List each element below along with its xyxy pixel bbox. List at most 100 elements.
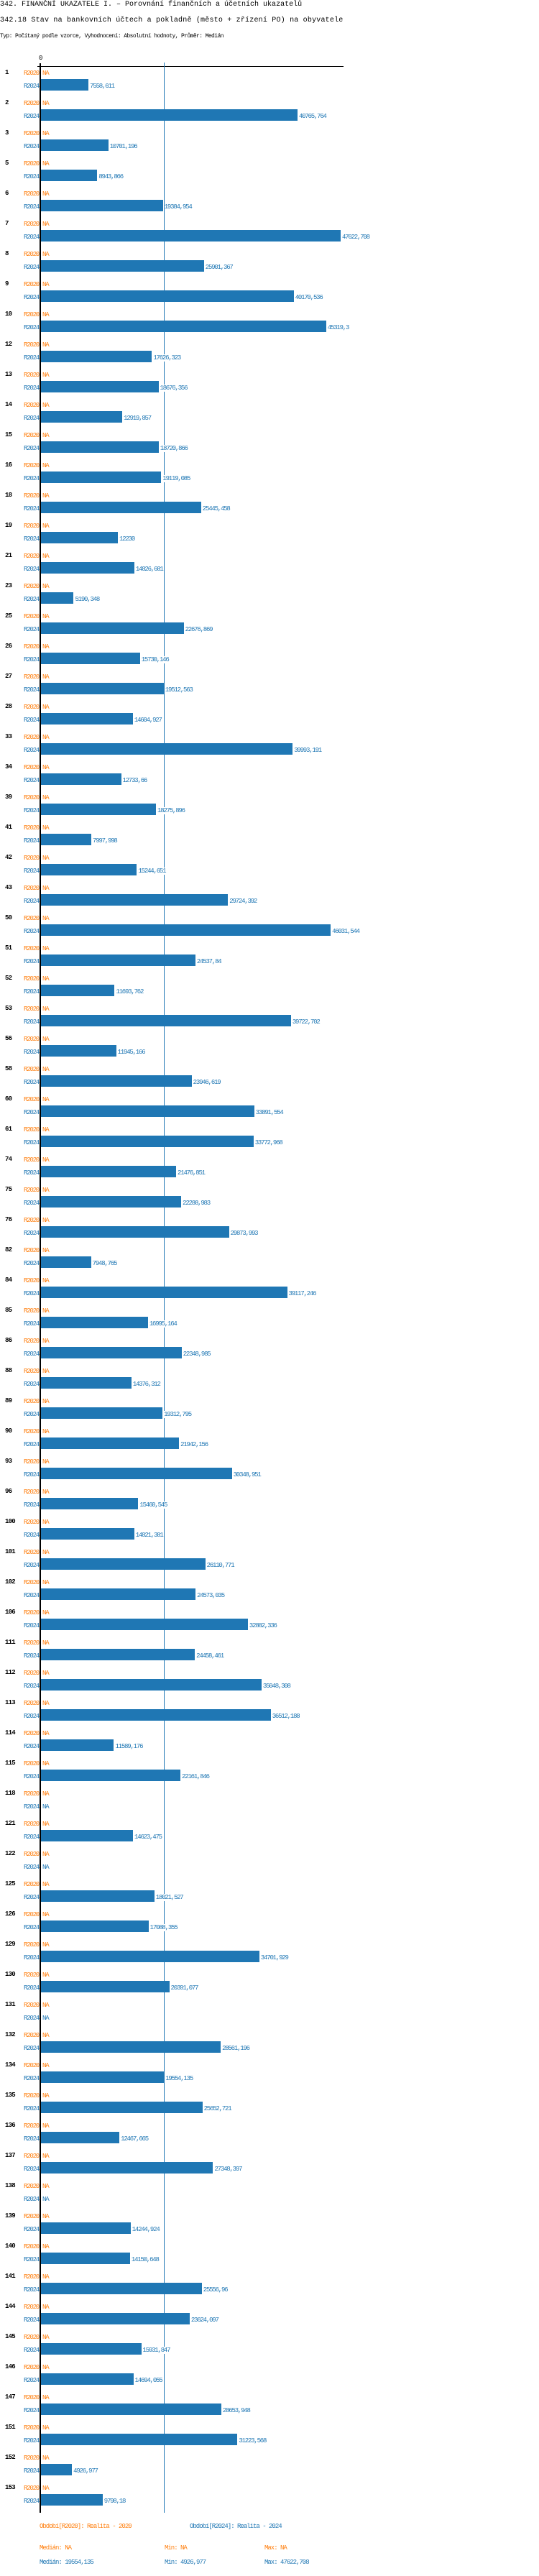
series-label-r2024: R2024 (24, 1049, 40, 1056)
value-label-r2020: NA (42, 1609, 50, 1616)
bar-r2024 (41, 1920, 149, 1932)
bar-r2024 (41, 1830, 134, 1841)
category-label: 13 (5, 371, 12, 378)
category-label: 82 (5, 1246, 12, 1254)
value-label-r2020: NA (42, 1881, 50, 1888)
series-label-r2024: R2024 (24, 2166, 40, 2173)
bar-r2024 (41, 1287, 287, 1298)
value-label-r2020: NA (42, 1851, 50, 1858)
series-label-r2024: R2024 (24, 2377, 40, 2384)
category-label: 144 (5, 2303, 16, 2310)
series-label-r2020: R2020 (24, 2455, 40, 2462)
series-label-r2024: R2024 (24, 898, 40, 905)
value-label-r2024: 28653,948 (222, 2407, 251, 2414)
category-label: 139 (5, 2212, 16, 2220)
series-label-r2024: R2024 (24, 1351, 40, 1358)
series-label-r2020: R2020 (24, 1036, 40, 1043)
value-label-r2024: 40765,764 (298, 113, 327, 120)
bar-r2024 (41, 1317, 148, 1328)
category-label: 96 (5, 1488, 12, 1495)
bar-r2024 (41, 2071, 165, 2083)
category-label: 10 (5, 310, 12, 318)
value-label-r2020: NA (42, 1036, 50, 1043)
bar-r2024 (41, 2343, 142, 2355)
series-label-r2024: R2024 (24, 1743, 40, 1750)
value-label-r2024: 25652,721 (203, 2105, 232, 2112)
bar-r2024 (41, 79, 89, 91)
value-label-r2020: NA (42, 1941, 50, 1949)
bar-r2024 (41, 1136, 254, 1147)
series-label-r2024: R2024 (24, 1230, 40, 1237)
category-label: 86 (5, 1337, 12, 1344)
series-label-r2020: R2020 (24, 1851, 40, 1858)
category-label: 9 (5, 280, 9, 288)
value-label-r2024: 29724,392 (229, 898, 257, 905)
series-label-r2020: R2020 (24, 2002, 40, 2009)
value-label-r2020: NA (42, 1187, 50, 1194)
series-label-r2020: R2020 (24, 1790, 40, 1798)
value-label-r2024: 40170,536 (295, 294, 323, 301)
bar-r2024 (41, 1407, 163, 1419)
category-label: 153 (5, 2484, 16, 2491)
category-label: 111 (5, 1639, 16, 1646)
value-label-r2020: NA (42, 402, 50, 409)
chart-title: 342. FINANČNÍ UKAZATELE I. – Porovnání f… (0, 1, 303, 9)
series-label-r2020: R2020 (24, 2032, 40, 2039)
series-label-r2024: R2024 (24, 1954, 40, 1961)
bar-r2024 (41, 1166, 177, 1177)
series-label-r2020: R2020 (24, 794, 40, 801)
value-label-r2024: 25556,96 (203, 2286, 229, 2294)
value-label-r2020: NA (42, 824, 50, 832)
series-label-r2020: R2020 (24, 1428, 40, 1435)
value-label-r2020: NA (42, 2153, 50, 2160)
series-label-r2024: R2024 (24, 1532, 40, 1539)
value-label-r2020: NA (42, 1247, 50, 1254)
series-label-r2024: R2024 (24, 1924, 40, 1931)
legend-r2024: Období[R2024]: Realita - 2024 (190, 2523, 282, 2530)
value-label-r2024: 34701,929 (260, 1954, 289, 1961)
category-label: 6 (5, 190, 9, 197)
bar-r2024 (41, 2434, 238, 2445)
category-label: 7 (5, 220, 9, 227)
series-label-r2024: R2024 (24, 686, 40, 694)
value-label-r2024: 8943,866 (98, 173, 124, 180)
value-label-r2024: 19312,795 (164, 1411, 192, 1418)
series-label-r2024: R2024 (24, 505, 40, 512)
series-label-r2024: R2024 (24, 1683, 40, 1690)
category-label: 146 (5, 2363, 16, 2370)
value-label-r2020: NA (42, 70, 50, 77)
value-label-r2020: NA (42, 583, 50, 590)
series-label-r2024: R2024 (24, 2256, 40, 2263)
value-label-r2020: NA (42, 1639, 50, 1647)
category-label: 90 (5, 1427, 12, 1435)
series-label-r2020: R2020 (24, 1549, 40, 1556)
category-label: 113 (5, 1699, 16, 1706)
series-label-r2020: R2020 (24, 2183, 40, 2190)
series-label-r2024: R2024 (24, 2467, 40, 2475)
stat-r2024-min: Min: 4926,977 (165, 2559, 206, 2566)
category-label: 33 (5, 733, 12, 740)
bar-r2024 (41, 1619, 248, 1630)
series-label-r2020: R2020 (24, 975, 40, 983)
value-label-r2020: NA (42, 2364, 50, 2371)
value-label-r2024: 33772,968 (254, 1139, 283, 1146)
category-label: 132 (5, 2031, 16, 2038)
series-label-r2024: R2024 (24, 203, 40, 211)
series-label-r2020: R2020 (24, 1066, 40, 1073)
series-label-r2020: R2020 (24, 2304, 40, 2311)
series-label-r2024: R2024 (24, 566, 40, 573)
value-label-r2024: NA (42, 2196, 50, 2203)
series-label-r2024: R2024 (24, 445, 40, 452)
value-label-r2024: 11693,762 (116, 988, 144, 995)
category-label: 42 (5, 854, 12, 861)
value-label-r2024: 14821,381 (135, 1532, 164, 1539)
value-label-r2020: NA (42, 221, 50, 228)
value-label-r2024: 47622,708 (342, 234, 370, 241)
value-label-r2020: NA (42, 2394, 50, 2401)
category-label: 134 (5, 2061, 16, 2069)
value-label-r2024: 14623,475 (134, 1834, 162, 1841)
value-label-r2024: 18021,527 (155, 1894, 184, 1901)
series-label-r2020: R2020 (24, 2243, 40, 2250)
value-label-r2020: NA (42, 1338, 50, 1345)
series-label-r2020: R2020 (24, 643, 40, 650)
